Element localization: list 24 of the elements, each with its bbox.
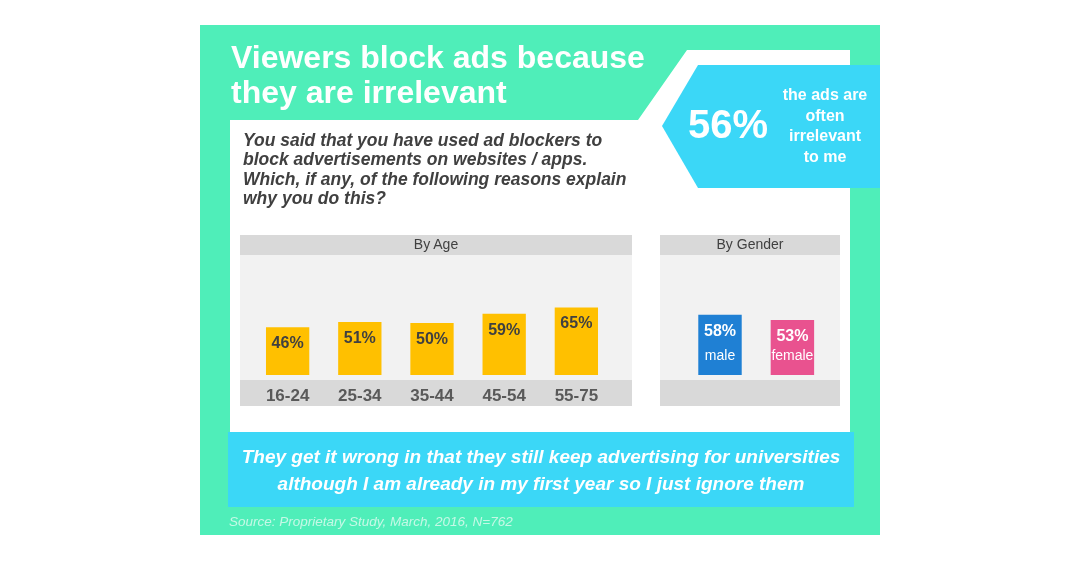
x-tick-label: 25-34 [338,385,383,405]
chart-title: By Age [413,236,459,252]
chart-title: By Gender [716,236,784,252]
x-tick-label: male [704,346,736,363]
data-label: 53% [776,326,809,344]
text: They get it wrong in that they still keep advertising for universities although I am already in my first year so I just ignore them [241,446,841,494]
x-tick-label: 16-24 [265,385,310,405]
data-label: 58% [703,321,737,339]
text: the ads are often irrelevant to me [782,86,868,165]
data-label: 50% [415,330,449,347]
text: You said that you have used ad blockers to block advertisements on websites / apps. Which, if any, of the following reasons explain why you do this? [243,130,627,208]
x-tick-label: female [771,346,814,363]
data-label: 59% [488,320,521,338]
x-tick-label: 45-54 [482,385,527,405]
data-label: 51% [343,328,376,346]
x-tick-label: 55-75 [554,385,599,405]
bar [554,307,599,375]
text: 56% [687,102,769,146]
text: Viewers block ads because they are irrelevant [231,39,645,110]
x-tick-label: 35-44 [410,385,455,405]
data-label: 65% [560,314,593,332]
source-note: Source: Proprietary Study, March, 2016, N=762 [229,514,514,529]
data-label: 46% [271,334,304,352]
bar [410,323,454,375]
